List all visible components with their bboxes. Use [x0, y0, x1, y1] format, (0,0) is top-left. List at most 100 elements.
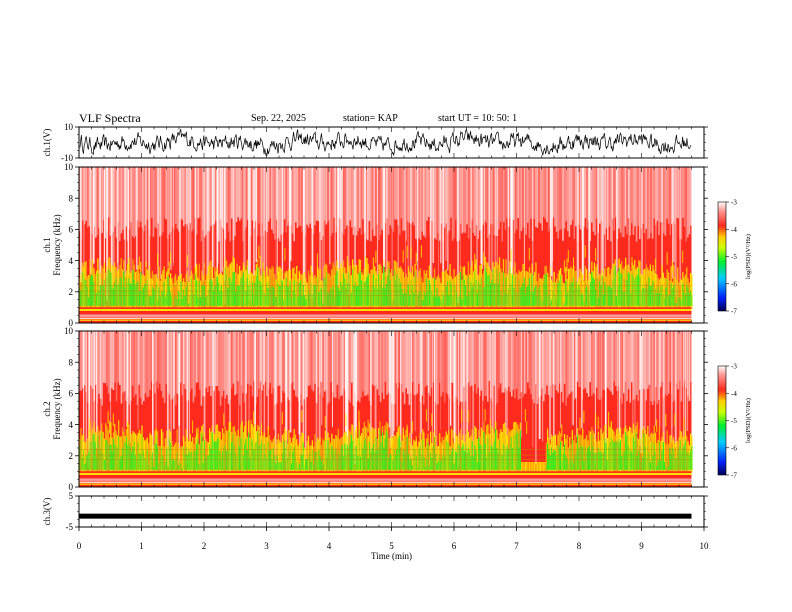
- ch2-band-yellow: [164, 438, 167, 473]
- ch2-haze: [467, 331, 470, 383]
- ch1-haze: [346, 167, 348, 226]
- ch1-band-green: [359, 270, 362, 306]
- ch2-haze: [563, 331, 566, 384]
- ch1-sferic-streak: [130, 167, 132, 295]
- ch2-band-yellow: [654, 432, 657, 473]
- ch2-sferic-streak: [420, 331, 422, 434]
- ch2-haze: [109, 331, 111, 402]
- ch1-haze: [125, 167, 127, 227]
- ch2-haze: [442, 331, 444, 393]
- ch2-sferic-streak: [451, 331, 452, 427]
- ch1-band-green: [532, 292, 534, 306]
- ch1-band-yellow: [303, 271, 306, 309]
- ch2-band-green: [664, 461, 666, 470]
- ch2-haze: [650, 331, 652, 402]
- ch1-haze: [613, 167, 615, 231]
- ch2-band-green: [638, 450, 640, 470]
- ch2-band-yellow: [120, 436, 122, 473]
- ch2-band-green: [635, 432, 637, 470]
- ch2-band-green: [290, 463, 293, 470]
- ch1-haze: [498, 167, 500, 230]
- ch1-haze: [594, 167, 596, 236]
- ch2-band-green: [223, 447, 225, 470]
- ch1-band-green: [407, 283, 410, 306]
- ch1-band-green: [463, 279, 466, 306]
- ch2-haze: [216, 331, 219, 387]
- ch1-band-green: [687, 287, 689, 306]
- ch2-haze: [632, 331, 635, 400]
- ch2-yellow-spike: [666, 430, 668, 444]
- ch2-band-green: [488, 452, 490, 470]
- ch2-band-green: [365, 437, 367, 470]
- ch2-haze: [82, 331, 84, 389]
- ch2-haze: [311, 331, 313, 390]
- ch1-haze: [685, 167, 687, 242]
- ch2-sferic-streak: [123, 331, 125, 435]
- ch1-band-green: [626, 280, 628, 306]
- ch1-band-yellow: [509, 261, 511, 309]
- ch2-sferic-streak: [439, 331, 441, 430]
- ch2-band-green: [383, 447, 385, 470]
- ch2-haze: [688, 331, 691, 402]
- ch1-band-green: [339, 290, 341, 306]
- ch2-band-yellow: [336, 438, 338, 473]
- ch1-haze: [515, 167, 518, 230]
- ch2-band-green: [103, 459, 105, 470]
- ch2-band-green: [431, 457, 433, 470]
- ch2-haze: [295, 331, 297, 397]
- ch1-haze: [469, 167, 471, 228]
- ch2-haze: [277, 331, 279, 387]
- ch1-haze: [565, 167, 567, 222]
- ch1-band-green: [218, 283, 220, 306]
- ch2-band-green: [322, 457, 324, 470]
- ch1-band-green: [127, 282, 129, 306]
- ch1-band-green: [443, 294, 445, 306]
- ch1-haze: [152, 167, 155, 238]
- ch2-band-green: [222, 451, 224, 470]
- ch2-band-green: [398, 435, 401, 470]
- ch1-haze: [215, 167, 217, 221]
- ch1-band-yellow: [439, 277, 441, 309]
- ch2-haze: [464, 331, 467, 402]
- ch2-yellow-spike: [484, 409, 486, 422]
- ch1-haze: [315, 167, 318, 221]
- y-tick-label: -10: [61, 153, 73, 163]
- ch1-low-white: [79, 317, 692, 320]
- ch2-band-green: [368, 441, 371, 470]
- ch1-band-green: [209, 280, 211, 306]
- ch2-haze: [328, 331, 331, 403]
- ch2-band-green: [333, 451, 336, 470]
- ch2-haze: [597, 331, 599, 400]
- ch2-band-green: [271, 459, 273, 470]
- ch1-band-yellow: [121, 269, 124, 309]
- ch2-haze: [560, 331, 563, 392]
- ch2-band-green: [116, 446, 118, 470]
- ch1-haze: [472, 167, 475, 233]
- ch2-band-yellow: [657, 439, 659, 473]
- ch2-band-green: [441, 455, 443, 470]
- ch1-band-green: [550, 299, 553, 306]
- ch1-yellow-spike: [623, 266, 625, 280]
- ch2-band-green: [380, 443, 382, 470]
- ch2-haze: [279, 331, 281, 386]
- ch2-yellow-spike: [579, 417, 581, 431]
- ch1-band-yellow: [550, 279, 553, 309]
- ch2-haze: [530, 331, 532, 394]
- ch1-band-green: [610, 288, 612, 306]
- ch2-band-green: [357, 455, 359, 470]
- ch1-haze: [167, 167, 169, 239]
- ch2-haze: [275, 331, 278, 404]
- ch2-haze: [573, 331, 575, 400]
- ch2-haze: [667, 331, 670, 394]
- ch2-band-green: [684, 439, 687, 470]
- ch1-haze: [560, 167, 563, 230]
- ch2-band-yellow: [279, 441, 281, 473]
- ch2-band-green: [509, 444, 511, 470]
- ch2-band-yellow: [610, 421, 612, 473]
- ch1-band-green: [367, 273, 369, 306]
- ch2-haze: [391, 331, 393, 404]
- ch2-band-green: [588, 445, 590, 470]
- ch2-yellow-spike: [345, 413, 347, 427]
- ch2-band-yellow: [639, 428, 641, 473]
- ch2-band-green: [614, 441, 616, 470]
